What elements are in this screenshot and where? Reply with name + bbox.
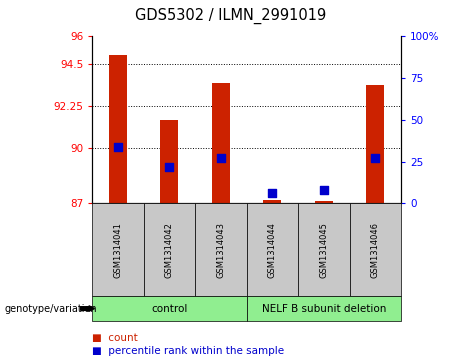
Point bbox=[114, 144, 122, 150]
Bar bbox=[160, 120, 178, 203]
Point bbox=[217, 155, 225, 161]
Point bbox=[269, 190, 276, 196]
Text: GSM1314044: GSM1314044 bbox=[268, 222, 277, 277]
Point bbox=[372, 155, 379, 161]
Bar bbox=[109, 55, 127, 203]
Text: ■  count: ■ count bbox=[92, 333, 138, 343]
Bar bbox=[366, 85, 384, 203]
Bar bbox=[315, 201, 333, 203]
Text: GSM1314046: GSM1314046 bbox=[371, 221, 380, 278]
Text: GSM1314042: GSM1314042 bbox=[165, 222, 174, 277]
Text: control: control bbox=[151, 303, 188, 314]
Text: GSM1314041: GSM1314041 bbox=[113, 222, 123, 277]
Bar bbox=[263, 200, 281, 203]
Text: NELF B subunit deletion: NELF B subunit deletion bbox=[262, 303, 386, 314]
Text: genotype/variation: genotype/variation bbox=[5, 303, 97, 314]
Point bbox=[320, 187, 327, 193]
Text: GDS5302 / ILMN_2991019: GDS5302 / ILMN_2991019 bbox=[135, 8, 326, 24]
Text: GSM1314043: GSM1314043 bbox=[216, 221, 225, 278]
Text: ■  percentile rank within the sample: ■ percentile rank within the sample bbox=[92, 346, 284, 356]
Point bbox=[166, 164, 173, 170]
Text: GSM1314045: GSM1314045 bbox=[319, 222, 328, 277]
Bar bbox=[212, 83, 230, 203]
